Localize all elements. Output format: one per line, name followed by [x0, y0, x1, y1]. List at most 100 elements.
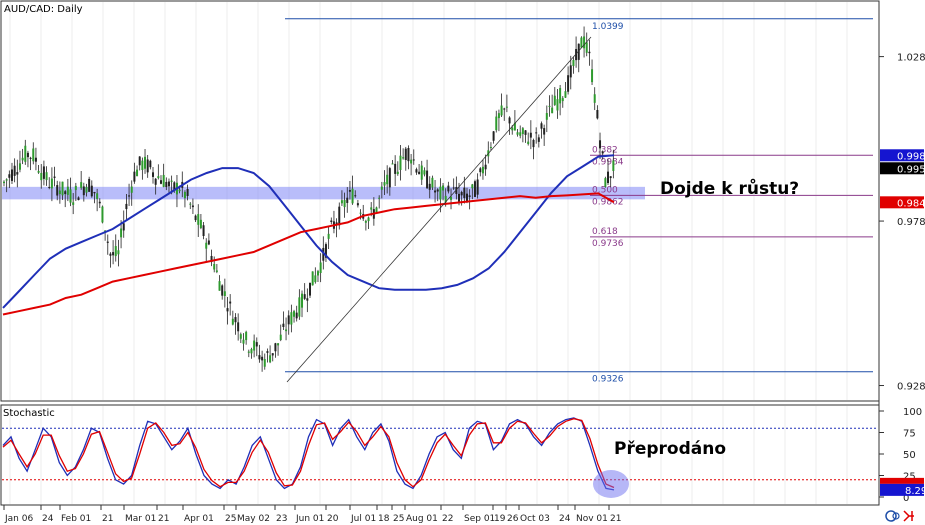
candle-body: [173, 182, 176, 191]
candle-body: [210, 255, 213, 263]
candle-body: [144, 156, 147, 169]
oversold-annotation: Přeprodáno: [614, 439, 726, 459]
candle-body: [250, 349, 253, 354]
candle-body: [324, 244, 327, 258]
candle-body: [468, 195, 471, 197]
candle-body: [356, 203, 359, 206]
candle-body: [527, 141, 530, 145]
candle-body: [165, 181, 168, 188]
candle-body: [591, 69, 594, 83]
candle-body: [545, 113, 548, 120]
candle-body: [370, 207, 373, 210]
candle-body: [599, 140, 602, 149]
candle-body: [394, 163, 397, 174]
candle-body: [3, 181, 5, 184]
candle-body: [64, 191, 67, 195]
price-badge: [880, 196, 924, 209]
candle-body: [112, 252, 115, 256]
candle-body: [77, 197, 80, 201]
candle-body: [170, 180, 173, 182]
stochastic-axis: 100 75 50 25 0: [879, 407, 922, 504]
candle-body: [205, 242, 208, 249]
stochastic-d-line: [2, 418, 615, 489]
chart-title: AUD/CAD: Daily: [4, 4, 83, 15]
time-tick-label: 21: [610, 514, 621, 524]
candle-body: [128, 195, 131, 197]
candle-body: [399, 155, 402, 170]
candle-body: [588, 51, 591, 54]
candle-body: [253, 340, 256, 351]
fibonacci-retracement: 1.03990.3820.99840.5000.98620.6180.97360…: [285, 18, 873, 385]
time-tick-label: 25: [225, 514, 236, 524]
candle-body: [473, 181, 476, 197]
candle-body: [287, 315, 290, 325]
candle-body: [436, 189, 439, 192]
red-moving-average-line: [2, 192, 615, 316]
candle-body: [101, 206, 104, 223]
candle-body: [383, 182, 386, 186]
candle-body: [583, 36, 586, 49]
candle-body: [58, 190, 61, 195]
time-tick-label: 26: [507, 514, 519, 524]
candle-body: [593, 94, 596, 103]
candle-body: [428, 183, 431, 190]
candle-body: [125, 203, 128, 210]
candle-body: [364, 220, 367, 223]
candle-body: [535, 132, 538, 134]
candle-body: [346, 197, 349, 203]
fib-value-label: 0.9862: [592, 197, 624, 207]
candle-body: [484, 164, 487, 170]
candle-body: [56, 185, 59, 196]
sync-icon[interactable]: [885, 510, 900, 522]
candle-body: [455, 187, 458, 194]
candle-body: [580, 37, 583, 48]
stochastic-badge: 8.29: [880, 477, 925, 497]
fib-trendline: [286, 36, 592, 383]
candle-body: [199, 219, 202, 228]
candle-body: [612, 160, 615, 171]
candle-body: [516, 132, 519, 135]
candle-body: [269, 355, 272, 363]
candle-body: [585, 42, 588, 53]
candle-body: [319, 262, 322, 274]
price-tick-label: 0.9784: [897, 217, 925, 228]
price-badge: [880, 162, 924, 175]
candle-body: [609, 176, 612, 179]
candle-body: [229, 301, 232, 304]
candle-body: [380, 186, 383, 190]
fib-ratio-label: 0.500: [592, 185, 618, 195]
candle-body: [481, 166, 484, 174]
candle-body: [61, 181, 64, 196]
candle-body: [258, 355, 261, 360]
candle-body: [120, 228, 123, 238]
time-tick-label: May 02: [237, 514, 270, 524]
candle-body: [447, 185, 450, 192]
candle-body: [497, 113, 500, 119]
time-tick-label: Sep 01: [464, 514, 495, 524]
candle-body: [351, 188, 354, 204]
fib-value-label: 1.0399: [592, 22, 624, 32]
candle-body: [458, 193, 461, 202]
candle-body: [548, 105, 551, 107]
candle-body: [460, 192, 463, 196]
candle-body: [263, 359, 266, 367]
candle-body: [13, 165, 16, 176]
scroll-right-icon[interactable]: [903, 510, 914, 522]
candle-body: [508, 117, 511, 124]
candle-body: [40, 172, 43, 181]
candle-body: [556, 99, 559, 111]
rally-annotation: Dojde k růstu?: [660, 177, 799, 199]
time-tick-label: Feb 01: [61, 514, 91, 524]
candle-body: [596, 110, 599, 119]
candle-body: [489, 146, 492, 148]
candle-body: [186, 189, 189, 196]
candle-body: [74, 185, 77, 191]
time-tick-label: Jun 01: [295, 514, 324, 524]
stochastic-k-badge: [880, 483, 924, 496]
candle-body: [500, 105, 503, 116]
candle-body: [524, 130, 527, 135]
candle-body: [354, 195, 357, 197]
candle-body: [202, 225, 205, 236]
